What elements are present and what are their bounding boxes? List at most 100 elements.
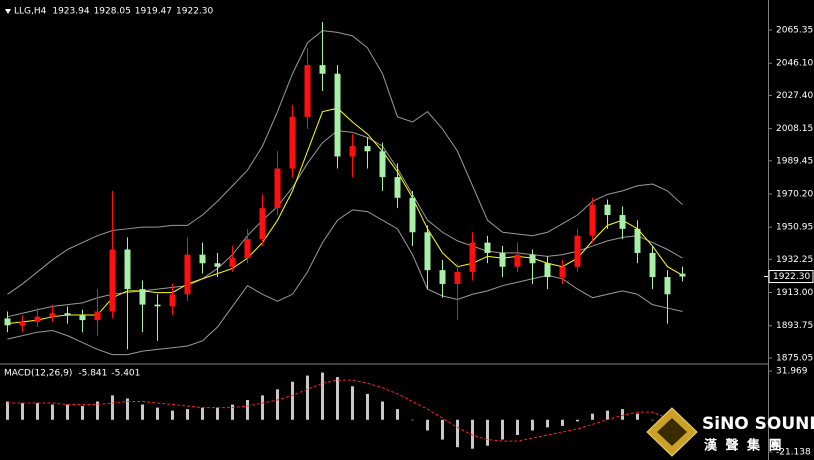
macd-bar [321,372,324,420]
menu-triangle [5,9,11,14]
logo-tagline: 漢 聲 集 團 [704,438,784,454]
macd-bar [381,401,384,420]
candle-body [409,197,416,233]
candle-body [499,252,506,267]
logo-inner [657,418,687,446]
candle-body [289,116,296,169]
macd-bar [531,419,534,431]
candle-body [274,168,281,209]
candle-body [379,151,386,178]
candle-body [259,208,266,240]
candle-body [619,215,626,229]
candle-body [34,316,41,322]
candle-body [634,228,641,253]
indicator-line [7,130,683,318]
candle-body [19,321,26,326]
macd-bar [111,395,114,420]
macd-bar [156,407,159,420]
macd-bar [21,403,24,420]
candle-body [94,311,101,321]
macd-bar [591,413,594,420]
indicator-title: MACD(12,26,9) [4,369,72,379]
macd-bar [516,419,519,435]
candle-body [664,277,671,295]
macd-bar [126,398,129,420]
last-price-label: 1922.30 [773,272,810,282]
macd-bar [291,381,294,420]
candle-body [484,242,491,253]
macd-bar [396,409,399,420]
candle-body [529,254,536,264]
candle-body [304,65,311,117]
logo-name: SiNO SOUND [702,414,814,434]
y-tick-label: 2065.35 [776,26,813,36]
candle-body [229,258,236,267]
candle-body [439,270,446,284]
macd-bar [351,386,354,420]
candle-body [424,232,431,271]
candle-body [4,318,11,326]
y-tick-label: 1950.95 [776,223,813,233]
macd-bar [486,419,489,446]
macd-bar [96,401,99,420]
candle-body [574,235,581,267]
macd-bar [201,407,204,420]
macd-bar [6,401,9,420]
y-tick-label: 1970.20 [776,190,813,200]
candle-body [184,254,191,295]
macd-bar [636,413,639,420]
y-tick-label: 2027.40 [776,91,813,101]
candle-body [124,249,131,290]
candle-body [64,313,71,315]
indicator-line [7,209,683,356]
macd-bar [606,410,609,420]
y-tick-label: 2008.15 [776,124,813,134]
candle-body [589,204,596,236]
indicator-line [7,30,683,295]
y-tick-label: -21.138 [776,447,811,457]
macd-bar [141,404,144,420]
macd-bar [66,404,69,420]
candle-body [394,177,401,198]
header-value: -5.401 [111,369,140,379]
header-value: 1922.30 [176,7,213,17]
candle-body [544,263,551,278]
macd-bar [231,404,234,420]
last-price-box [768,270,814,284]
candle-body [109,249,116,312]
candle-body [154,304,161,307]
macd-bar [51,404,54,420]
macd-bar [501,419,504,440]
candle-body [199,254,206,264]
header-value: 1919.47 [135,7,172,17]
macd-bar [366,393,369,420]
macd-bar [546,419,549,428]
candle-body [334,73,341,157]
macd-bar [411,419,414,421]
macd-bar [456,419,459,448]
candle-body [244,239,251,259]
candle-body [514,254,521,267]
candle-body [349,146,356,157]
candle-body [79,314,86,321]
y-tick-label: 1913.00 [776,288,813,298]
candle-body [169,294,176,307]
candle-body [364,146,371,152]
macd-bar [561,419,564,426]
candle-body [649,252,656,278]
macd-bar [36,403,39,420]
y-tick-label: 1893.75 [776,321,813,331]
candle-body [214,263,221,267]
macd-bar [261,395,264,420]
y-tick-label: 1875.05 [776,353,813,363]
macd-bar [336,377,339,420]
candle-body [469,242,476,272]
macd-bar [426,419,429,431]
candle-body [139,289,146,305]
candle-body [319,65,326,74]
candle-body [454,271,461,284]
y-tick-label: 2046.10 [776,59,813,69]
